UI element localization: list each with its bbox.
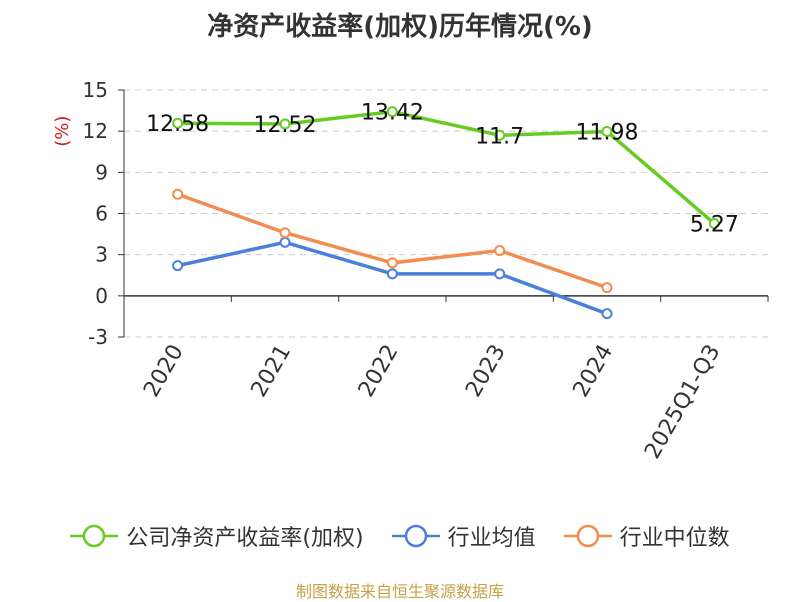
data-point: [172, 260, 184, 272]
data-point: [494, 129, 506, 141]
y-tick-label: 9: [95, 160, 108, 184]
data-point: [386, 268, 398, 280]
legend: 公司净资产收益率(加权) 行业均值 行业中位数: [0, 520, 800, 552]
y-tick-label: 15: [83, 78, 108, 102]
legend-label: 行业中位数: [619, 526, 730, 551]
y-axis-label: (%): [52, 116, 73, 147]
data-point: [279, 118, 291, 130]
data-point: [279, 236, 291, 248]
y-tick-label: 3: [95, 243, 108, 267]
x-tick-label: 2023: [461, 341, 511, 402]
grid-layer: [124, 89, 768, 338]
x-tick-label: 2024: [569, 341, 619, 402]
data-point: [494, 268, 506, 280]
data-label: 12.58: [146, 112, 209, 137]
data-label: 13.42: [361, 101, 424, 126]
data-label-layer: 12.58 12.52 13.42 11.7 11.98 5.27: [146, 101, 739, 238]
legend-swatch: [391, 524, 440, 548]
data-point: [601, 308, 613, 320]
legend-label: 行业均值: [447, 526, 536, 551]
legend-label: 公司净资产收益率(加权): [126, 526, 364, 551]
legend-swatch: [563, 524, 612, 548]
series-line-0: [177, 109, 716, 225]
y-tick-label: 6: [95, 202, 108, 226]
legend-swatch: [70, 524, 119, 548]
chart-title: 净资产收益率(加权)历年情况(%): [207, 12, 593, 42]
data-label: 12.52: [254, 113, 317, 138]
data-label: 11.7: [475, 124, 524, 149]
data-point: [708, 218, 720, 230]
data-label: 11.98: [576, 120, 639, 145]
data-point: [279, 227, 291, 239]
x-tick-label: 2020: [139, 341, 189, 402]
x-tick-label: 2025Q1-Q3: [640, 341, 725, 464]
data-point: [386, 257, 398, 269]
data-label: 5.27: [690, 213, 739, 238]
y-tick-label: 0: [95, 284, 108, 308]
legend-item-2: 行业中位数: [563, 520, 730, 552]
y-tick-label: -3: [88, 325, 108, 349]
data-point: [386, 106, 398, 118]
series-layer: [172, 106, 720, 320]
y-tick-label: 12: [83, 119, 108, 143]
data-point: [172, 117, 184, 129]
legend-item-0: 公司净资产收益率(加权): [70, 520, 364, 552]
x-tick-label: 2021: [247, 341, 297, 402]
data-point: [172, 188, 184, 200]
x-tick-label: 2022: [354, 341, 404, 402]
legend-item-1: 行业均值: [391, 520, 536, 552]
data-point: [601, 282, 613, 294]
source-note: 制图数据来自恒生聚源数据库: [295, 582, 504, 601]
data-point: [494, 245, 506, 257]
data-point: [601, 125, 613, 137]
